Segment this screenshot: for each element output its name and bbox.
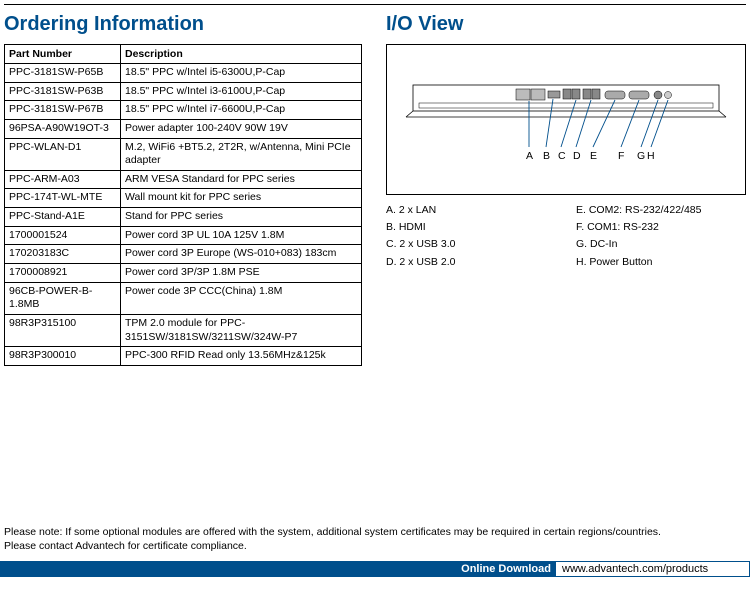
legend-item: G. DC-In (576, 237, 746, 252)
cell-pn: 98R3P300010 (5, 347, 121, 366)
ordering-table: Part Number Description PPC-3181SW-P65B1… (4, 44, 362, 366)
legend-item: C. 2 x USB 3.0 (386, 237, 566, 252)
content-wrapper: Ordering Information Part Number Descrip… (0, 5, 750, 366)
io-legend-left: A. 2 x LAN B. HDMI C. 2 x USB 3.0 D. 2 x… (386, 203, 566, 270)
io-legend-right: E. COM2: RS-232/422/485 F. COM1: RS-232 … (576, 203, 746, 270)
table-row: 98R3P315100TPM 2.0 module for PPC-3151SW… (5, 314, 362, 346)
cell-desc: TPM 2.0 module for PPC-3151SW/3181SW/321… (121, 314, 362, 346)
footer-note-line2: Please contact Advantech for certificate… (4, 539, 746, 553)
footer-download-label: Online Download (461, 563, 555, 575)
legend-item: F. COM1: RS-232 (576, 220, 746, 235)
cell-desc: Power code 3P CCC(China) 1.8M (121, 282, 362, 314)
table-row: 96CB-POWER-B-1.8MBPower code 3P CCC(Chin… (5, 282, 362, 314)
footer-note: Please note: If some optional modules ar… (4, 525, 746, 553)
cell-pn: 170203183C (5, 245, 121, 264)
io-label-d: D (573, 150, 581, 162)
cell-pn: PPC-174T-WL-MTE (5, 189, 121, 208)
table-row: 170203183CPower cord 3P Europe (WS-010+0… (5, 245, 362, 264)
cell-pn: 96CB-POWER-B-1.8MB (5, 282, 121, 314)
io-label-a: A (526, 150, 533, 162)
legend-item: A. 2 x LAN (386, 203, 566, 218)
cell-pn: 98R3P315100 (5, 314, 121, 346)
header-part-number: Part Number (5, 45, 121, 64)
cell-desc: 18.5" PPC w/Intel i7-6600U,P-Cap (121, 101, 362, 120)
io-view-column: I/O View (386, 13, 746, 366)
io-diagram-svg: A B C D E F G H (387, 45, 745, 194)
cell-desc: PPC-300 RFID Read only 13.56MHz&125k (121, 347, 362, 366)
table-row: 1700001524Power cord 3P UL 10A 125V 1.8M (5, 226, 362, 245)
io-label-f: F (618, 150, 624, 162)
table-row: PPC-3181SW-P63B18.5" PPC w/Intel i3-6100… (5, 82, 362, 101)
footer-url[interactable]: www.advantech.com/products (555, 561, 750, 577)
footer-band: Online Download www.advantech.com/produc… (0, 561, 750, 577)
cell-pn: 96PSA-A90W19OT-3 (5, 119, 121, 138)
footer-bar: Online Download www.advantech.com/produc… (0, 561, 750, 577)
legend-item: D. 2 x USB 2.0 (386, 255, 566, 270)
cell-desc: ARM VESA Standard for PPC series (121, 170, 362, 189)
cell-desc: 18.5" PPC w/Intel i3-6100U,P-Cap (121, 82, 362, 101)
cell-desc: Stand for PPC series (121, 208, 362, 227)
cell-pn: PPC-ARM-A03 (5, 170, 121, 189)
cell-desc: Power cord 3P UL 10A 125V 1.8M (121, 226, 362, 245)
legend-item: E. COM2: RS-232/422/485 (576, 203, 746, 218)
table-row: PPC-3181SW-P67B18.5" PPC w/Intel i7-6600… (5, 101, 362, 120)
cell-pn: PPC-3181SW-P63B (5, 82, 121, 101)
cell-pn: PPC-3181SW-P67B (5, 101, 121, 120)
legend-item: H. Power Button (576, 255, 746, 270)
io-label-b: B (543, 150, 550, 162)
cell-desc: M.2, WiFi6 +BT5.2, 2T2R, w/Antenna, Mini… (121, 138, 362, 170)
cell-desc: 18.5" PPC w/Intel i5-6300U,P-Cap (121, 64, 362, 83)
cell-pn: PPC-WLAN-D1 (5, 138, 121, 170)
cell-desc: Wall mount kit for PPC series (121, 189, 362, 208)
ordering-column: Ordering Information Part Number Descrip… (4, 13, 362, 366)
table-row: 1700008921Power cord 3P/3P 1.8M PSE (5, 264, 362, 283)
footer-note-line1: Please note: If some optional modules ar… (4, 525, 746, 539)
cell-pn: PPC-3181SW-P65B (5, 64, 121, 83)
io-label-e: E (590, 150, 597, 162)
io-label-c: C (558, 150, 566, 162)
table-row: PPC-174T-WL-MTEWall mount kit for PPC se… (5, 189, 362, 208)
table-row: 96PSA-A90W19OT-3Power adapter 100-240V 9… (5, 119, 362, 138)
io-legend: A. 2 x LAN B. HDMI C. 2 x USB 3.0 D. 2 x… (386, 203, 746, 270)
table-row: 98R3P300010PPC-300 RFID Read only 13.56M… (5, 347, 362, 366)
cell-desc: Power adapter 100-240V 90W 19V (121, 119, 362, 138)
table-row: PPC-ARM-A03ARM VESA Standard for PPC ser… (5, 170, 362, 189)
table-row: PPC-WLAN-D1M.2, WiFi6 +BT5.2, 2T2R, w/An… (5, 138, 362, 170)
header-description: Description (121, 45, 362, 64)
io-diagram: A B C D E F G H (386, 44, 746, 195)
cell-pn: PPC-Stand-A1E (5, 208, 121, 227)
cell-desc: Power cord 3P/3P 1.8M PSE (121, 264, 362, 283)
table-row: PPC-3181SW-P65B18.5" PPC w/Intel i5-6300… (5, 64, 362, 83)
table-row: PPC-Stand-A1EStand for PPC series (5, 208, 362, 227)
io-label-g: G (637, 150, 645, 162)
legend-item: B. HDMI (386, 220, 566, 235)
cell-pn: 1700001524 (5, 226, 121, 245)
cell-pn: 1700008921 (5, 264, 121, 283)
io-view-heading: I/O View (386, 13, 746, 36)
io-label-h: H (647, 150, 655, 162)
ordering-heading: Ordering Information (4, 13, 362, 36)
cell-desc: Power cord 3P Europe (WS-010+083) 183cm (121, 245, 362, 264)
